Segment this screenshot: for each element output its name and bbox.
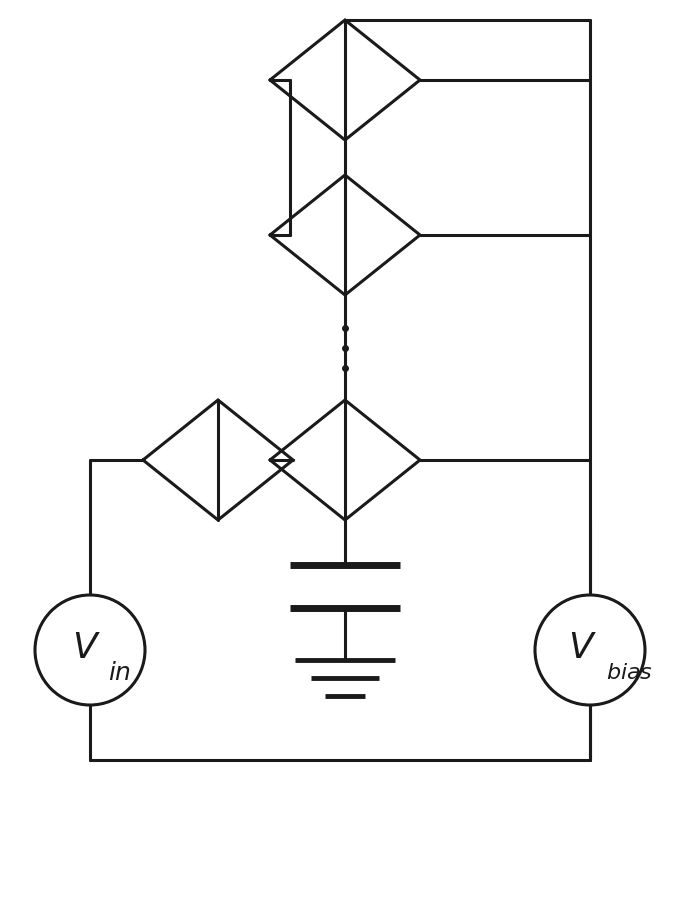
- Text: $\mathit{V}$: $\mathit{V}$: [72, 631, 100, 665]
- Text: $\mathit{bias}$: $\mathit{bias}$: [606, 662, 653, 684]
- Text: $\mathit{in}$: $\mathit{in}$: [108, 662, 131, 685]
- Text: $\mathit{V}$: $\mathit{V}$: [567, 631, 596, 665]
- Circle shape: [535, 595, 645, 705]
- Circle shape: [35, 595, 145, 705]
